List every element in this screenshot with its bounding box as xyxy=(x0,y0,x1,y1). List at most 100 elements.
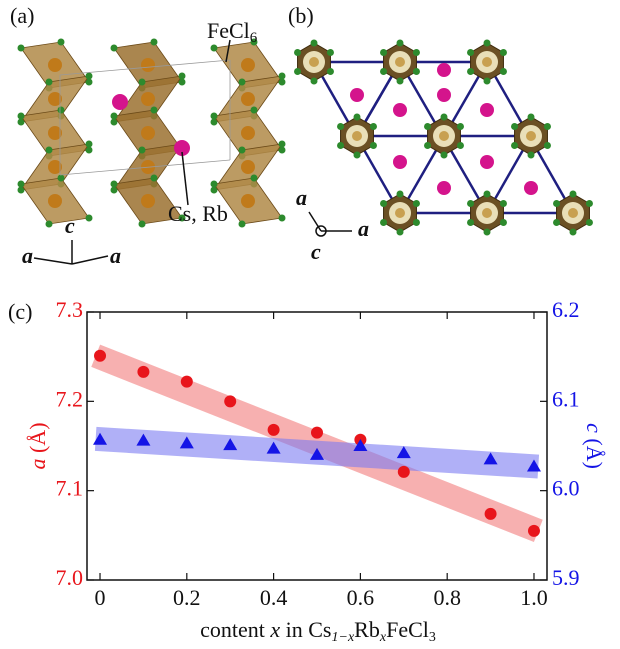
cl-atom xyxy=(251,175,258,182)
panel-label: (b) xyxy=(288,3,314,28)
y2-tick-label: 6.2 xyxy=(552,297,580,322)
x-tick-label: 0.2 xyxy=(173,585,201,610)
cl-atom xyxy=(337,123,344,130)
cl-atom xyxy=(86,73,93,80)
y-tick-label: 7.1 xyxy=(56,476,84,501)
cl-atom xyxy=(528,152,535,159)
xl: FeCl xyxy=(386,617,429,642)
axis-label: c xyxy=(311,239,321,264)
cl-atom xyxy=(86,215,93,222)
cl-atom xyxy=(139,147,146,154)
cl-atom xyxy=(58,175,65,182)
cl-atom xyxy=(500,49,507,56)
marker xyxy=(485,508,497,520)
cl-atom xyxy=(570,191,577,198)
marker xyxy=(398,466,410,478)
cl-atom xyxy=(467,219,474,226)
cl-atom xyxy=(46,221,53,228)
cation xyxy=(480,155,494,169)
axis-label: a xyxy=(296,185,307,210)
cl-atom xyxy=(327,68,334,75)
fe-atom xyxy=(241,92,255,106)
cl-atom xyxy=(413,219,420,226)
cl-atom xyxy=(311,40,318,47)
x-axis-label: content x in Cs1−xRbxFeCl3 xyxy=(200,617,436,645)
cl-atom xyxy=(139,221,146,228)
cl-atom xyxy=(441,114,448,121)
marker xyxy=(224,395,236,407)
cl-atom xyxy=(139,79,146,86)
y-tick-label: 7.3 xyxy=(56,297,84,322)
fe-atom xyxy=(48,58,62,72)
cl-atom xyxy=(484,40,491,47)
fe-atom xyxy=(395,208,405,218)
xl: 3 xyxy=(429,630,436,645)
cl-atom xyxy=(484,229,491,236)
cl-atom xyxy=(179,73,186,80)
xl: 1−x xyxy=(332,630,355,645)
y-tick-label: 7.2 xyxy=(56,386,84,411)
xl: content xyxy=(200,617,270,642)
cl-atom xyxy=(544,142,551,149)
cl-atom xyxy=(500,68,507,75)
cl-atom xyxy=(18,113,25,120)
axis-arrow xyxy=(309,212,321,231)
cl-atom xyxy=(279,73,286,80)
fe-atom xyxy=(352,131,362,141)
fe-atom xyxy=(141,126,155,140)
y2-axis-label: c (Å) xyxy=(582,423,607,469)
cl-atom xyxy=(457,123,464,130)
cl-atom xyxy=(151,39,158,46)
ylabel-unit: (Å) xyxy=(25,422,50,458)
marker xyxy=(311,427,323,439)
cl-atom xyxy=(441,152,448,159)
cl-atom xyxy=(553,200,560,207)
y2-tick-label: 6.1 xyxy=(552,386,580,411)
fe-atom xyxy=(482,208,492,218)
cl-atom xyxy=(511,142,518,149)
cl-atom xyxy=(380,200,387,207)
cl-atom xyxy=(294,68,301,75)
y-axis-label: a (Å) xyxy=(25,422,50,469)
fe-atom xyxy=(141,194,155,208)
cl-atom xyxy=(457,142,464,149)
cl-atom xyxy=(151,107,158,114)
cl-atom xyxy=(380,219,387,226)
y2label-unit: (Å) xyxy=(582,433,607,469)
fe-atom xyxy=(395,57,405,67)
cl-atom xyxy=(511,123,518,130)
y2label-symbol: c xyxy=(582,423,607,433)
marker xyxy=(94,350,106,362)
y2-tick-label: 5.9 xyxy=(552,565,580,590)
cation xyxy=(393,155,407,169)
cl-atom xyxy=(18,45,25,52)
fe-atom xyxy=(568,208,578,218)
fe-atom xyxy=(241,160,255,174)
cl-atom xyxy=(211,45,218,52)
cl-atom xyxy=(370,142,377,149)
cl-atom xyxy=(553,219,560,226)
y2-tick-label: 6.0 xyxy=(552,476,580,501)
fe-atom xyxy=(141,58,155,72)
cl-atom xyxy=(424,123,431,130)
cl-atom xyxy=(239,221,246,228)
axis-arrow xyxy=(34,258,72,264)
cation-label: Cs, Rb xyxy=(168,201,228,226)
formula-label: FeCl6 xyxy=(207,18,258,46)
cl-atom xyxy=(484,191,491,198)
xl: x xyxy=(269,617,280,642)
cl-atom xyxy=(370,123,377,130)
xl: in Cs xyxy=(280,617,331,642)
cation xyxy=(524,181,538,195)
cl-atom xyxy=(413,49,420,56)
ylabel-symbol: a xyxy=(25,459,50,470)
cl-atom xyxy=(239,147,246,154)
cl-atom xyxy=(151,175,158,182)
cl-atom xyxy=(467,49,474,56)
cl-atom xyxy=(211,113,218,120)
axis-arrow xyxy=(72,256,108,264)
fe-atom xyxy=(141,92,155,106)
cl-atom xyxy=(467,200,474,207)
cl-atom xyxy=(58,39,65,46)
axis-label: a xyxy=(22,243,33,268)
